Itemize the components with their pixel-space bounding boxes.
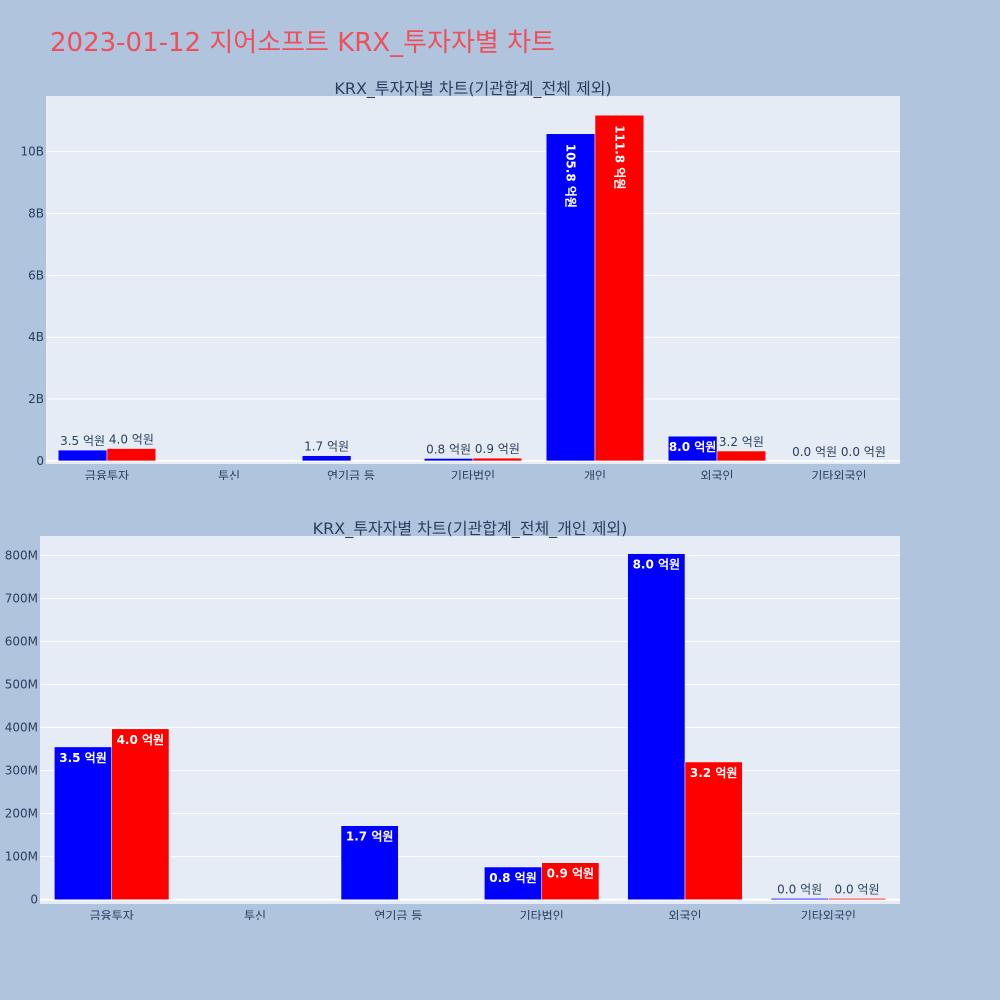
bar (54, 746, 112, 900)
bar (716, 450, 767, 462)
bar (472, 457, 523, 462)
page-title: 2023-01-12 지어소프트 KRX_투자자별 차트 (50, 28, 555, 58)
data-label: 0.8 억원 (489, 871, 537, 885)
data-label: 0.0 억원 (792, 445, 837, 459)
x-tick-label: 투신 (218, 469, 240, 480)
data-label: 3.5 억원 (60, 434, 105, 448)
bar (111, 728, 170, 900)
x-tick-label: 기타외국인 (801, 909, 856, 920)
y-tick-label: 6B (28, 268, 44, 282)
data-label: 0.0 억원 (835, 882, 880, 896)
chart-bottom: KRX_투자자별 차트(기관합계_전체_개인 제외) 0 100M 200M 300M 4… (5, 519, 900, 920)
data-label: 0.0 억원 (841, 445, 886, 459)
y-tick-label: 0 (30, 893, 38, 907)
y-tick-label: 200M (5, 807, 38, 821)
y-tick-label: 10B (20, 145, 44, 159)
x-tick-label: 금융투자 (90, 909, 134, 920)
data-label: 0.8 억원 (426, 442, 471, 456)
bar (484, 866, 542, 900)
x-tick-label: 투신 (244, 909, 266, 920)
x-tick-label: 연기금 등 (327, 469, 375, 480)
x-tick-label: 기타외국인 (811, 469, 866, 480)
y-tick-label: 800M (5, 548, 38, 562)
data-label: 3.2 억원 (719, 435, 764, 449)
x-tick-label: 금융투자 (85, 469, 129, 480)
y-tick-label: 4B (28, 330, 44, 344)
y-tick-label: 500M (5, 677, 38, 691)
data-label: 1.7 억원 (346, 830, 394, 844)
data-label: 8.0 억원 (669, 440, 717, 454)
bar (340, 825, 399, 900)
x-tick-label: 외국인 (668, 909, 701, 920)
x-tick-label: 개인 (584, 469, 606, 480)
bar (828, 898, 886, 900)
plot-area (40, 536, 900, 904)
y-tick-label: 0 (36, 454, 44, 468)
y-tick-label: 100M (5, 850, 38, 864)
plot-area (46, 96, 900, 464)
chart-top: KRX_투자자별 차트(기관합계_전체 제외) 0 2B 4B 6B 8B 10B 금융투자 투… (20, 79, 900, 480)
data-label: 3.5 억원 (59, 751, 107, 765)
data-label: 4.0 억원 (109, 433, 154, 447)
data-label: 4.0 억원 (117, 733, 165, 747)
bar (594, 114, 645, 462)
bar (57, 449, 108, 462)
bar (423, 458, 474, 462)
bar (106, 448, 157, 462)
y-tick-label: 300M (5, 764, 38, 778)
bar (667, 435, 718, 462)
data-label: 0.0 억원 (777, 882, 822, 896)
x-tick-label: 기타법인 (451, 469, 495, 480)
y-tick-label: 2B (28, 392, 44, 406)
data-label: 111.8 억원 (612, 125, 626, 189)
bar (770, 898, 829, 900)
bar (684, 761, 743, 900)
y-tick-label: 700M (5, 591, 38, 605)
y-tick-label: 8B (28, 207, 44, 221)
bar (301, 455, 352, 462)
data-label: 105.8 억원 (564, 144, 578, 208)
bar (627, 553, 686, 900)
data-label: 0.9 억원 (547, 867, 595, 881)
y-tick-label: 600M (5, 634, 38, 648)
x-tick-label: 기타법인 (520, 909, 564, 920)
x-tick-label: 외국인 (700, 469, 733, 480)
data-label: 0.9 억원 (475, 442, 520, 456)
data-label: 3.2 억원 (690, 766, 738, 780)
bar (541, 862, 600, 900)
y-tick-label: 400M (5, 721, 38, 735)
chart-title: KRX_투자자별 차트(기관합계_전체 제외) (334, 79, 611, 99)
data-label: 8.0 억원 (633, 558, 681, 572)
x-tick-label: 연기금 등 (374, 909, 422, 920)
chart-title: KRX_투자자별 차트(기관합계_전체_개인 제외) (313, 519, 628, 539)
data-label: 1.7 억원 (304, 440, 349, 454)
